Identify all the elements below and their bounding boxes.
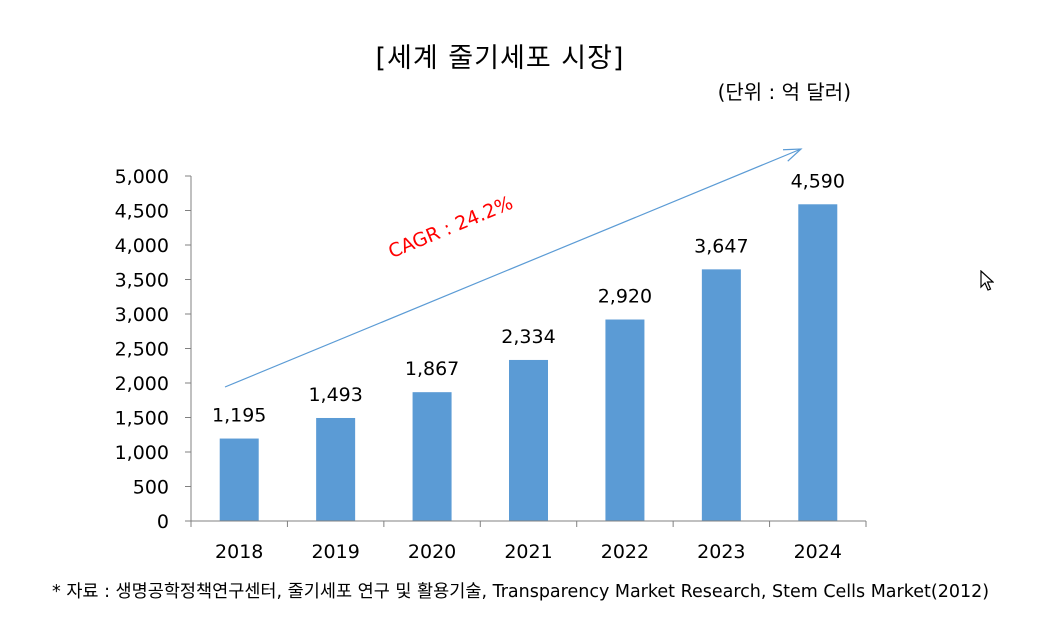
y-tick-label: 4,000 (115, 235, 169, 257)
data-label: 4,590 (791, 170, 845, 192)
x-tick-label: 2024 (794, 541, 842, 563)
chart-title: [세계 줄기세포 시장] (375, 43, 625, 74)
bar-2020 (412, 392, 452, 521)
y-tick-label: 2,500 (115, 339, 169, 361)
bar-2021 (509, 359, 548, 521)
data-label: 2,334 (501, 326, 555, 348)
axes-group: 0 500 1,000 1,500 2,000 2,500 3,000 3,500 4,000 4… (115, 166, 867, 563)
x-tick-label: 2021 (504, 541, 552, 563)
y-tick-label: 1,500 (115, 408, 169, 430)
y-tick-label: 0 (157, 511, 169, 533)
bars-group: 1,195 1,493 1,867 2,334 2,920 3,647 4,590 (212, 170, 845, 522)
bar-2023 (701, 269, 741, 521)
data-label: 1,493 (308, 384, 362, 406)
unit-label: (단위 : 억 달러) (717, 80, 851, 104)
cagr-label: CAGR : 24.2% (385, 192, 516, 263)
data-label: 2,920 (598, 286, 652, 308)
bar-2019 (316, 417, 356, 521)
bar-2024 (798, 204, 838, 522)
x-tick-label: 2018 (215, 541, 263, 563)
data-label: 1,867 (405, 358, 459, 380)
y-tick-label: 1,000 (115, 442, 169, 464)
y-tick-label: 4,500 (115, 201, 169, 223)
y-tick-label: 2,000 (115, 373, 169, 395)
bar-2022 (605, 319, 645, 521)
arrow-head-icon (782, 148, 803, 162)
x-tick-label: 2020 (408, 541, 456, 563)
x-tick-label: 2023 (697, 541, 745, 563)
x-tick-label: 2022 (601, 541, 649, 563)
source-note: * 자료 : 생명공학정책연구센터, 줄기세포 연구 및 활용기술, Trans… (52, 582, 990, 602)
y-tick-label: 3,000 (115, 304, 169, 326)
data-label: 3,647 (694, 235, 748, 257)
y-tick-label: 500 (133, 477, 169, 499)
data-label: 1,195 (212, 405, 266, 427)
bar-2018 (219, 438, 259, 521)
x-tick-label: 2019 (311, 541, 359, 563)
y-tick-label: 5,000 (115, 166, 169, 188)
y-tick-label: 3,500 (115, 270, 169, 292)
growth-arrow (224, 148, 802, 388)
mouse-cursor-icon (980, 270, 994, 291)
